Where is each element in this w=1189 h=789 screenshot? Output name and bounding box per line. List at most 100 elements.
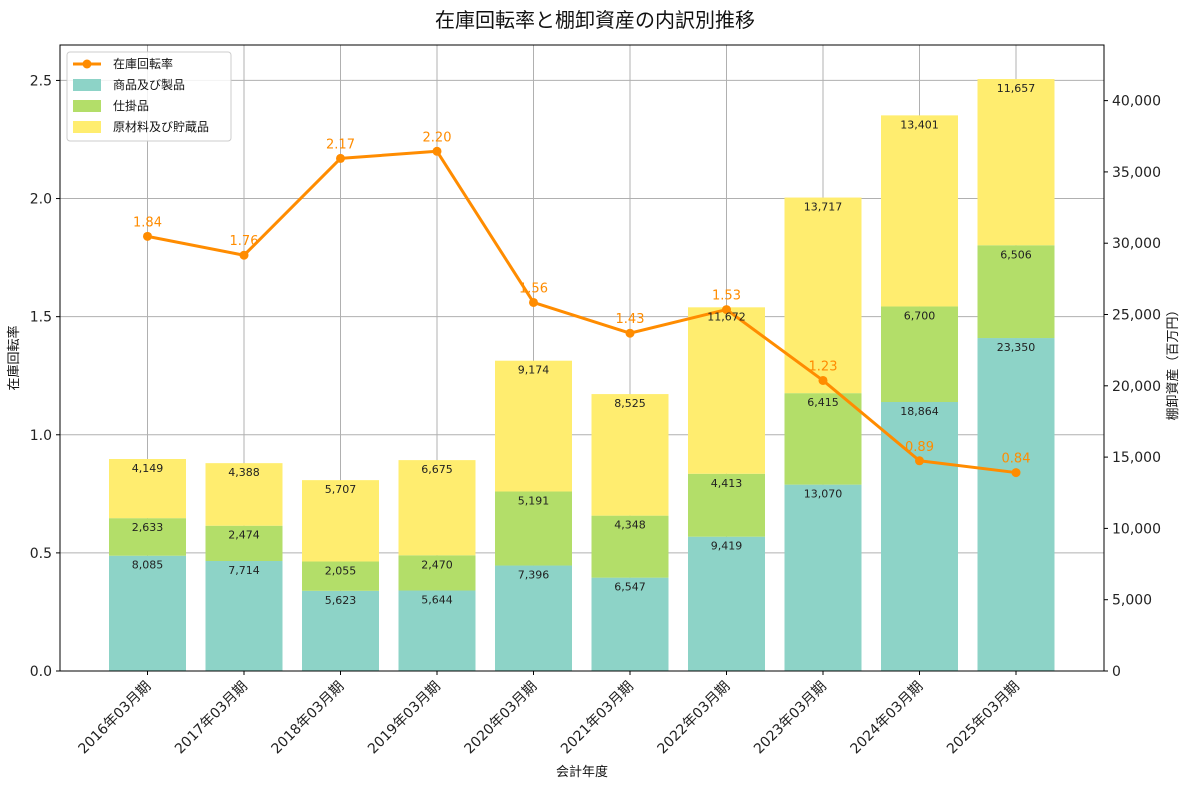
bar-value-label: 2,633 — [132, 521, 164, 534]
x-tick-label: 2025年03月期 — [944, 679, 1023, 758]
bar-value-label: 2,474 — [228, 529, 260, 542]
x-tick-label: 2023年03月期 — [751, 679, 830, 758]
bar-segment — [688, 307, 765, 474]
legend-label: 在庫回転率 — [113, 56, 173, 71]
bar-value-label: 4,149 — [132, 462, 164, 475]
bar-segment — [977, 79, 1055, 246]
bar-value-label: 7,714 — [228, 564, 260, 577]
y-left-tick-label: 1.5 — [30, 310, 52, 326]
bar-value-label: 4,413 — [711, 477, 743, 490]
bar-value-label: 13,070 — [804, 488, 843, 501]
turnover-point — [239, 250, 249, 260]
bar-value-label: 13,717 — [804, 201, 843, 214]
data-labels: 8,085 2,633 4,149 7,714 2,474 4,388 5,623 2,055… — [132, 82, 1036, 607]
bar-value-label: 23,350 — [997, 341, 1036, 354]
x-tick-label: 2017年03月期 — [172, 679, 251, 758]
y-right-tick-label: 35,000 — [1112, 165, 1161, 181]
y-right-tick-label: 5,000 — [1112, 593, 1152, 609]
bar-value-label: 2,470 — [421, 558, 453, 571]
bar-value-label: 8,085 — [132, 559, 164, 572]
y-right-tick-label: 40,000 — [1112, 94, 1161, 110]
bar-value-label: 6,675 — [421, 463, 453, 476]
bar-segment — [205, 561, 283, 671]
plot-frame — [59, 44, 1105, 672]
y-left-tick-label: 2.5 — [30, 73, 52, 89]
y-axis-left-label: 在庫回転率 — [6, 325, 22, 390]
y-left-tick-label: 1.0 — [30, 428, 52, 444]
bar-segment — [302, 590, 379, 671]
bar-segment — [495, 360, 572, 492]
turnover-value-label: 0.89 — [905, 440, 934, 455]
bar-value-label: 9,174 — [518, 364, 550, 377]
y-right-tick-label: 20,000 — [1112, 379, 1161, 395]
bar-segment — [784, 393, 862, 485]
bar-segment — [688, 473, 765, 537]
bar-value-label: 8,525 — [614, 397, 646, 410]
turnover-polyline — [147, 149, 1017, 475]
y-axis-right-label: 棚卸資産（百万円） — [1165, 303, 1181, 420]
bar-segment — [784, 484, 862, 671]
x-tick-label: 2021年03月期 — [558, 679, 637, 758]
bar-segment — [881, 115, 958, 307]
bar-segment — [109, 555, 186, 671]
bar-segment — [977, 245, 1055, 339]
bar-value-label: 4,388 — [228, 466, 260, 479]
bar-value-label: 5,191 — [518, 495, 550, 508]
bar-value-label: 9,419 — [711, 540, 743, 553]
y-right-tick-label: 30,000 — [1112, 236, 1161, 252]
bar-segment — [591, 394, 669, 516]
y-right-tick-label: 15,000 — [1112, 450, 1161, 466]
bar-segment — [591, 577, 669, 671]
legend-label: 仕掛品 — [113, 98, 149, 113]
y-right-tick-label: 25,000 — [1112, 308, 1161, 324]
bar-value-label: 6,506 — [1000, 248, 1032, 261]
bar-value-label: 7,396 — [518, 569, 550, 582]
legend-swatch — [73, 100, 101, 112]
bar-value-label: 11,657 — [997, 82, 1036, 95]
chart-title: 在庫回転率と棚卸資産の内訳別推移 — [435, 8, 755, 32]
bar-value-label: 18,864 — [900, 405, 939, 418]
bar-value-label: 4,348 — [614, 519, 646, 532]
bar-segment — [398, 555, 476, 591]
turnover-value-label: 1.43 — [616, 312, 645, 327]
turnover-value-label: 1.56 — [519, 281, 548, 296]
x-tick-label: 2020年03月期 — [462, 679, 541, 758]
turnover-point — [625, 328, 635, 338]
turnover-point — [818, 375, 828, 385]
legend-label: 原材料及び貯蔵品 — [113, 120, 209, 134]
bar-segment — [398, 460, 476, 556]
bar-segment — [977, 338, 1055, 671]
legend-label: 商品及び製品 — [113, 77, 185, 92]
turnover-point — [143, 231, 152, 241]
bar-value-label: 13,401 — [900, 118, 939, 131]
bar-value-label: 6,700 — [904, 309, 936, 322]
bar-segment — [495, 565, 572, 671]
turnover-value-label: 1.84 — [133, 215, 162, 230]
bar-segment — [495, 491, 572, 566]
bar-value-label: 2,055 — [325, 565, 357, 578]
turnover-point — [432, 146, 442, 156]
x-tick-label: 2024年03月期 — [848, 679, 927, 758]
x-tick-label: 2019年03月期 — [365, 679, 444, 758]
bar-segment — [302, 480, 379, 562]
x-tick-label: 2022年03月期 — [655, 679, 734, 758]
y-left-tick-label: 0.5 — [30, 546, 52, 562]
x-tick-label: 2016年03月期 — [76, 679, 155, 758]
bar-segment — [881, 306, 958, 403]
y-left-tick-label: 2.0 — [30, 192, 52, 208]
x-axis-label: 会計年度 — [556, 764, 608, 780]
y-right-tick-label: 10,000 — [1112, 521, 1161, 537]
bar-value-label: 6,547 — [614, 581, 646, 594]
bar-value-label: 11,672 — [707, 310, 746, 323]
turnover-value-label: 0.84 — [1002, 452, 1031, 467]
x-tick-label: 2018年03月期 — [269, 679, 348, 758]
bars — [109, 79, 1055, 671]
legend-swatch — [73, 121, 101, 133]
y-left-tick-label: 0.0 — [30, 664, 52, 680]
bar-segment — [591, 515, 669, 578]
turnover-point — [336, 153, 345, 163]
bar-segment — [688, 536, 765, 671]
turnover-value-label: 2.20 — [423, 130, 452, 145]
turnover-point — [529, 297, 538, 307]
